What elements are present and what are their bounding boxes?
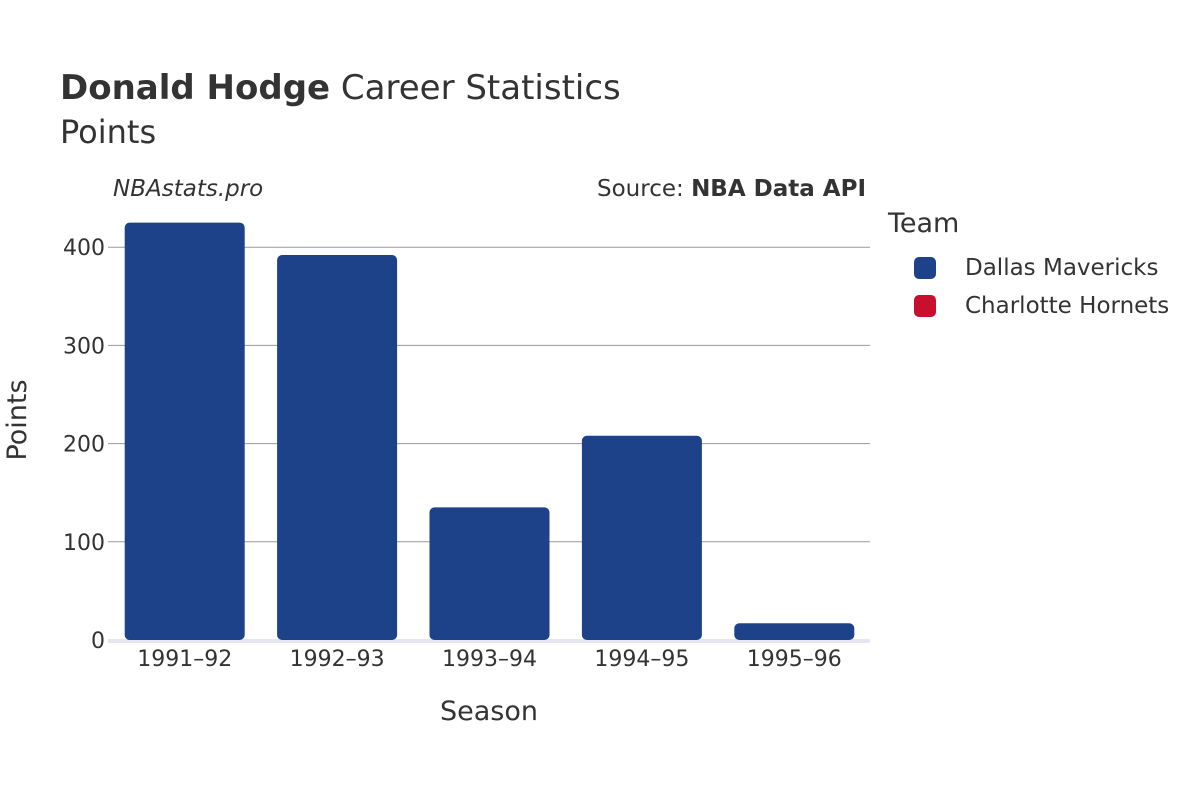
y-axis-ticks: 0 100 200 300 400: [63, 236, 105, 654]
legend-swatch-charlotte: [914, 295, 936, 317]
x-tick-label: 1991–92: [137, 647, 232, 672]
y-tick-label: 400: [63, 236, 105, 261]
x-tick-label: 1992–93: [290, 647, 385, 672]
x-tick-label: 1994–95: [594, 647, 689, 672]
title-rest: Career Statistics: [340, 68, 621, 108]
y-tick-label: 200: [63, 433, 105, 458]
bar-1991–92[interactable]: [124, 222, 245, 640]
y-axis-title: Points: [2, 379, 33, 460]
source-credit: Source: NBA Data API: [597, 176, 866, 202]
player-name: Donald Hodge: [60, 68, 331, 108]
chart-subtitle: Points: [60, 113, 157, 151]
legend-label-dallas: Dallas Mavericks: [965, 255, 1159, 281]
y-tick-label: 300: [63, 334, 105, 359]
x-axis-ticks: 1991–92 1992–93 1993–94 1994–95 1995–96: [137, 647, 842, 672]
x-tick-label: 1993–94: [442, 647, 537, 672]
watermark: NBAstats.pro: [113, 176, 264, 202]
bar-1992–93[interactable]: [277, 255, 398, 640]
y-tick-label: 100: [63, 531, 105, 556]
legend-item-dallas[interactable]: Dallas Mavericks: [914, 249, 1169, 287]
bar-1995–96[interactable]: [734, 623, 855, 640]
x-axis-title: Season: [440, 696, 538, 727]
source-name: NBA Data API: [691, 176, 866, 202]
bar-1994–95[interactable]: [581, 435, 702, 640]
x-tick-label: 1995–96: [747, 647, 842, 672]
bars: [124, 222, 855, 640]
bar-1993–94[interactable]: [429, 507, 550, 640]
y-tick-label: 0: [91, 629, 105, 654]
legend-swatch-dallas: [914, 257, 936, 279]
legend: Team Dallas Mavericks Charlotte Hornets: [888, 208, 1169, 325]
source-prefix: Source:: [597, 176, 692, 202]
legend-label-charlotte: Charlotte Hornets: [965, 293, 1170, 319]
chart-title: Donald Hodge Career Statistics: [60, 66, 621, 110]
legend-title: Team: [888, 208, 960, 239]
legend-item-charlotte[interactable]: Charlotte Hornets: [914, 287, 1169, 325]
